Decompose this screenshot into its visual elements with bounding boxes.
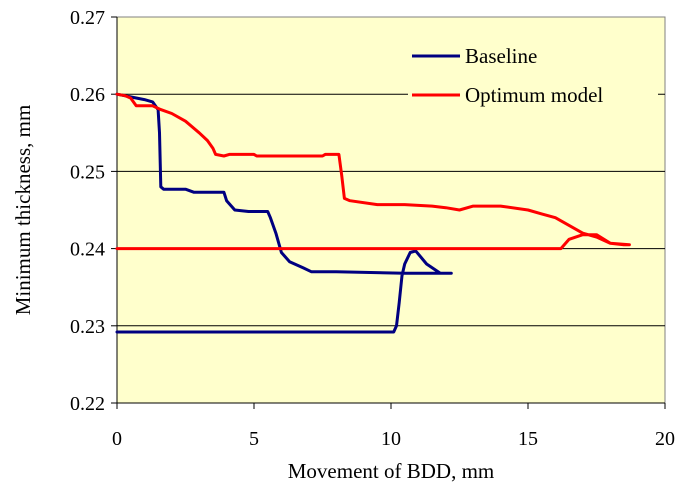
- x-tick-label: 5: [249, 428, 259, 450]
- x-tick-label: 0: [112, 428, 122, 450]
- legend-label: Optimum model: [465, 83, 603, 107]
- series-lines: [115, 92, 631, 334]
- series-line-2: [115, 92, 631, 251]
- y-tick-label: 0.22: [70, 393, 105, 415]
- x-tick-label: 20: [655, 428, 675, 450]
- x-tick-label: 10: [381, 428, 401, 450]
- y-tick-label: 0.27: [70, 7, 105, 29]
- legend-box: [408, 30, 658, 110]
- series-line-1: [115, 92, 453, 334]
- y-tick-label: 0.26: [70, 84, 105, 106]
- y-tick-label: 0.24: [70, 239, 105, 261]
- x-axis-title: Movement of BDD, mm: [288, 459, 494, 483]
- y-axis-title: Minimum thickness, mm: [11, 105, 35, 316]
- x-tick-label: 15: [518, 428, 538, 450]
- tick-marks: [111, 16, 666, 409]
- y-tick-label: 0.25: [70, 161, 105, 183]
- tick-labels: 0.22 0.23 0.24 0.25 0.26 0.27 0 5 10 15 20: [70, 7, 675, 450]
- legend-label: Baseline: [465, 44, 537, 68]
- y-tick-label: 0.23: [70, 316, 105, 338]
- legend: Baseline Optimum model: [412, 44, 603, 107]
